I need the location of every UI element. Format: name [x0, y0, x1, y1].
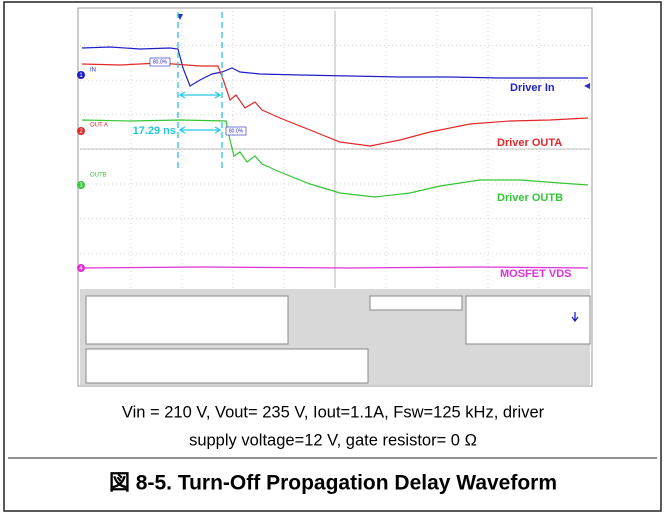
trace-tag: IN: [90, 68, 96, 74]
channel-box: [85, 295, 289, 345]
figure-title: 図 8-5. Turn-Off Propagation Delay Wavefo…: [109, 472, 557, 495]
cursor-box-label: 80.0%: [153, 59, 168, 65]
trace-tag: OUTB: [90, 173, 107, 179]
caption: supply voltage=12 V, gate resistor= 0 Ω: [189, 431, 477, 449]
cursor-box: [225, 126, 247, 136]
trace-label: MOSFET VDS: [500, 268, 572, 280]
cursor-box-label: 80.0%: [229, 128, 244, 134]
cursor-box: [149, 57, 171, 67]
timebase-box: [465, 295, 591, 345]
trace-outa: [81, 62, 589, 147]
status-arrow: [571, 312, 579, 323]
cursors: [177, 12, 223, 172]
ground-number: 3: [79, 183, 83, 189]
ground-marker: [77, 127, 85, 135]
caption: Vin = 210 V, Vout= 235 V, Iout=1.1A, Fsw…: [122, 403, 545, 421]
trace-vds: [81, 266, 589, 269]
trace-label: Driver OUTB: [497, 192, 563, 204]
measure-box: [85, 348, 369, 384]
ground-number: 4: [79, 266, 83, 272]
delay-label: 17.29 ns: [133, 125, 176, 137]
trigger-box: [369, 295, 463, 311]
level-marker: [584, 83, 590, 89]
ground-marker: [77, 181, 85, 189]
trace-label: Driver OUTA: [497, 137, 562, 149]
trace-in: [81, 46, 588, 87]
ground-marker: [77, 264, 85, 272]
trace-label: Driver In: [510, 82, 555, 94]
trace-outb: [81, 119, 589, 198]
ground-number: 1: [79, 73, 83, 79]
trace-tag: OUT A: [90, 123, 108, 129]
ground-marker: [77, 71, 85, 79]
ground-number: 2: [79, 129, 83, 135]
